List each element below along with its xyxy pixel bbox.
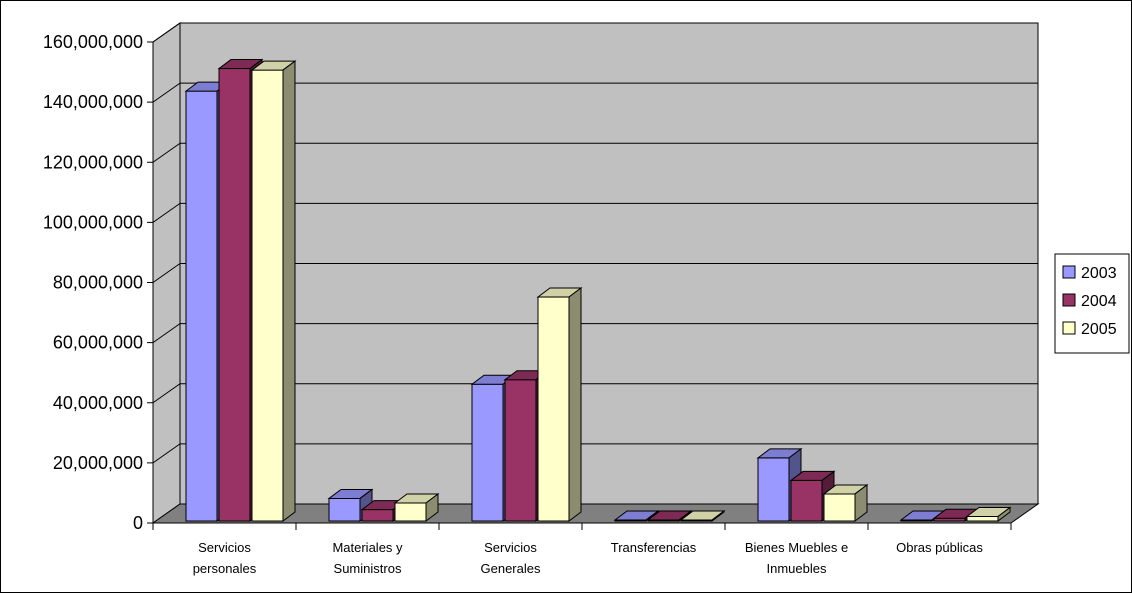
bar-2005-2 <box>536 287 583 522</box>
bar-front <box>328 497 361 522</box>
gridline-side <box>152 263 181 283</box>
gridlines <box>152 22 1038 464</box>
bar-front <box>757 457 790 522</box>
bar-front <box>471 383 504 522</box>
legend-swatch-2003 <box>1062 265 1076 279</box>
x-category-label: Transferencias <box>611 540 697 555</box>
gridline-side <box>152 443 181 464</box>
y-tick-label: 160,000,000 <box>43 32 143 52</box>
legend-label-2005: 2005 <box>1081 321 1117 338</box>
gridline-side <box>152 22 181 43</box>
bar-front <box>537 296 570 522</box>
bar-2003-3 <box>613 510 660 522</box>
legend-label-2003: 2003 <box>1081 265 1117 282</box>
bar-side <box>997 506 1011 522</box>
x-category-line: personales <box>193 561 257 576</box>
gridline-side <box>152 323 181 344</box>
x-category-label: Servicios Generales <box>481 540 541 576</box>
x-category-line: Bienes Muebles e <box>745 540 848 555</box>
x-category-line: Generales <box>481 561 541 576</box>
x-category-label: Bienes Muebles e Inmuebles <box>745 540 848 576</box>
bar-side <box>568 287 582 522</box>
x-category-label: Servicios personales <box>193 540 257 576</box>
bar-side <box>854 483 868 522</box>
bar-front <box>218 68 251 522</box>
bar-2005-5 <box>965 506 1012 522</box>
legend: 2003 2004 2005 <box>1054 253 1130 354</box>
x-category-label: Obras públicas <box>896 540 983 555</box>
bar-front <box>361 509 394 522</box>
y-tick-label: 140,000,000 <box>43 92 143 112</box>
axes <box>147 41 1012 530</box>
bar-2003-4 <box>756 447 803 522</box>
x-category-line: Inmuebles <box>767 561 827 576</box>
y-tick-label: 120,000,000 <box>43 152 143 172</box>
y-tick-label: 0 <box>133 513 143 533</box>
legend-label-2004: 2004 <box>1081 293 1117 310</box>
y-tick-label: 80,000,000 <box>53 273 143 293</box>
y-tick-label: 100,000,000 <box>43 212 143 232</box>
legend-swatch-2004 <box>1062 293 1076 307</box>
gridline-side <box>152 142 181 163</box>
y-tick-label: 60,000,000 <box>53 333 143 353</box>
x-category-line: Servicios <box>484 540 537 555</box>
x-category-labels: Servicios personales Materiales y Suministr… <box>193 540 984 576</box>
y-tick-label: 20,000,000 <box>53 453 143 473</box>
bar-front <box>394 502 427 522</box>
legend-swatch-2005 <box>1062 321 1076 335</box>
bar-2005-3 <box>679 510 726 522</box>
gridline-side <box>152 383 181 404</box>
bar-2005-4 <box>822 483 869 522</box>
x-category-line: Suministros <box>334 561 402 576</box>
bar-front <box>966 515 999 522</box>
y-tick-label: 40,000,000 <box>53 393 143 413</box>
bar-side <box>711 510 725 522</box>
x-category-line: Transferencias <box>611 540 697 555</box>
x-category-label: Materiales y Suministros <box>332 540 403 576</box>
x-category-line: Servicios <box>198 540 251 555</box>
bar-front <box>504 379 537 522</box>
bar-2004-3 <box>646 510 693 522</box>
x-category-line: Materiales y <box>332 540 403 555</box>
bar-front <box>823 493 856 522</box>
bars <box>184 58 1012 522</box>
x-category-line: Obras públicas <box>896 540 983 555</box>
gridline-side <box>152 202 181 223</box>
bar-side <box>282 60 296 522</box>
bar-front <box>790 479 823 522</box>
gridline-side <box>152 82 181 103</box>
bar-front <box>185 90 218 522</box>
y-tick-labels: 0 20,000,000 40,000,000 60,000,000 80,000,00… <box>43 32 143 533</box>
bar-front <box>251 69 284 522</box>
bar-2005-0 <box>250 60 297 522</box>
bar-side <box>425 492 439 522</box>
bar-2005-1 <box>393 492 440 522</box>
